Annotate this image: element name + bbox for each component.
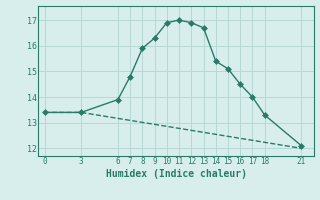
X-axis label: Humidex (Indice chaleur): Humidex (Indice chaleur) — [106, 169, 246, 179]
